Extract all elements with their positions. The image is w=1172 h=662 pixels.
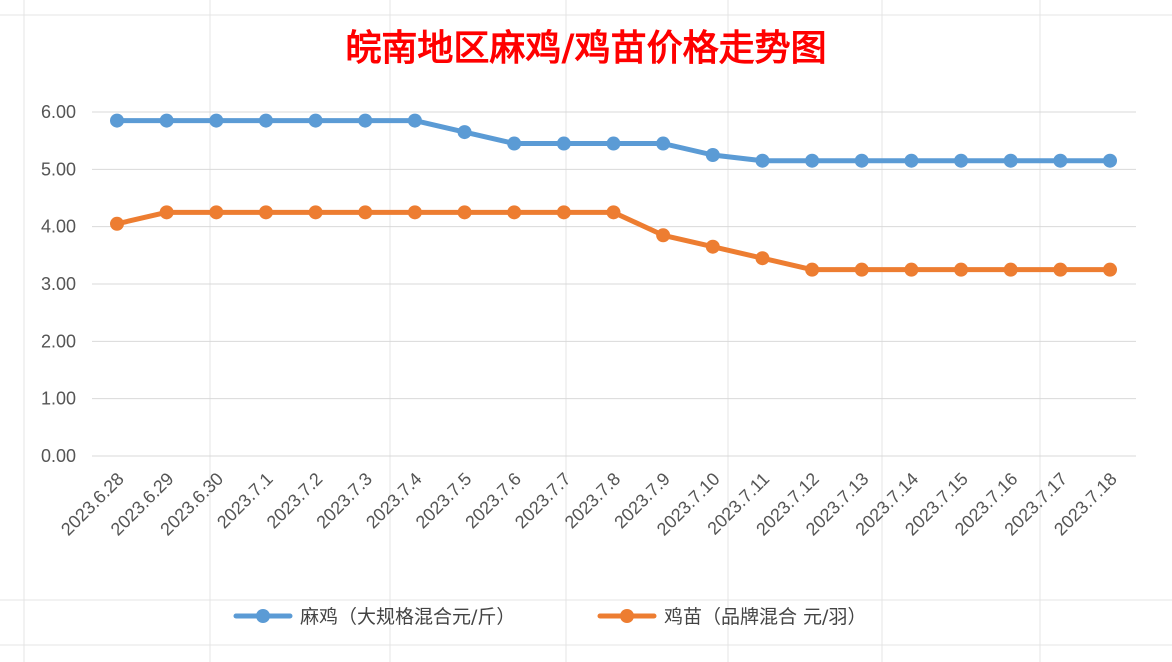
- data-point: [854, 153, 869, 168]
- data-point: [358, 113, 373, 128]
- y-tick-label: 3.00: [41, 274, 76, 294]
- legend-swatch-marker: [256, 609, 270, 623]
- legend-label: 麻鸡（大规格混合元/斤）: [300, 606, 515, 628]
- data-point: [904, 262, 919, 277]
- data-point: [805, 262, 820, 277]
- legend-swatch-marker: [620, 609, 634, 623]
- data-point: [457, 205, 472, 220]
- data-point: [606, 205, 621, 220]
- data-point: [705, 148, 720, 162]
- data-point: [209, 205, 224, 220]
- series-line: [114, 209, 1113, 273]
- series-1: [110, 113, 1117, 168]
- data-point: [705, 239, 720, 254]
- legend-label: 鸡苗（品牌混合 元/羽）: [664, 606, 866, 628]
- data-point: [1053, 153, 1068, 168]
- data-point: [656, 136, 671, 151]
- data-point: [954, 153, 969, 168]
- legend-item-1: 麻鸡（大规格混合元/斤）: [233, 606, 515, 628]
- chart-title: 皖南地区麻鸡/鸡苗价格走势图: [345, 27, 826, 69]
- data-point: [755, 153, 770, 168]
- y-tick-label: 1.00: [41, 389, 76, 409]
- data-point: [755, 251, 770, 266]
- data-point: [110, 216, 124, 231]
- data-point: [457, 125, 472, 140]
- data-point: [1053, 262, 1068, 277]
- data-point: [507, 136, 522, 151]
- y-gridlines: [92, 111, 1136, 457]
- data-point: [1003, 153, 1018, 168]
- data-point: [854, 262, 869, 277]
- y-tick-label: 6.00: [41, 102, 76, 122]
- data-point: [209, 113, 224, 128]
- data-point: [110, 113, 124, 128]
- data-point: [258, 113, 273, 128]
- legend: 麻鸡（大规格混合元/斤） 鸡苗（品牌混合 元/羽）: [233, 606, 866, 628]
- data-point: [805, 153, 820, 168]
- data-point: [556, 136, 571, 151]
- data-point: [556, 205, 571, 220]
- y-tick-label: 5.00: [41, 159, 76, 179]
- y-tick-label: 0.00: [41, 446, 76, 466]
- y-tick-label: 4.00: [41, 217, 76, 237]
- data-point: [407, 205, 422, 220]
- legend-item-2: 鸡苗（品牌混合 元/羽）: [597, 606, 866, 628]
- x-axis-ticks: 2023.6.282023.6.292023.6.302023.7.12023.…: [57, 469, 1121, 540]
- data-point: [358, 205, 373, 220]
- data-point: [656, 228, 671, 243]
- data-point: [1103, 262, 1117, 277]
- series-layer: [110, 113, 1117, 277]
- data-point: [1103, 153, 1117, 168]
- data-point: [258, 205, 273, 220]
- y-tick-label: 2.00: [41, 331, 76, 351]
- y-axis-ticks: 0.00 1.00 2.00 3.00 4.00 5.00 6.00: [41, 102, 76, 466]
- data-point: [308, 205, 323, 220]
- data-point: [159, 113, 174, 128]
- data-point: [507, 205, 522, 220]
- data-point: [407, 113, 422, 128]
- series-2: [110, 205, 1117, 277]
- data-point: [904, 153, 919, 168]
- data-point: [308, 113, 323, 128]
- data-point: [954, 262, 969, 277]
- data-point: [1003, 262, 1018, 277]
- data-point: [159, 205, 174, 220]
- data-point: [606, 136, 621, 151]
